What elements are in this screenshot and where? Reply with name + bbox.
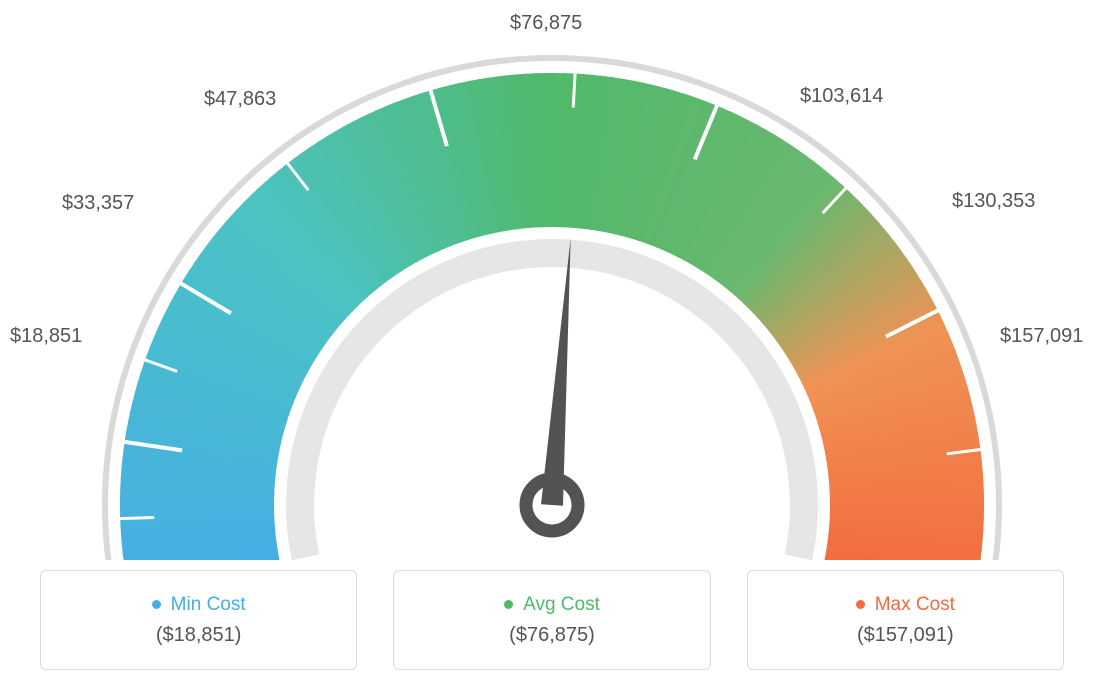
min-dot-icon (152, 600, 161, 609)
gauge-svg (0, 0, 1104, 560)
gauge-tick-label: $103,614 (800, 85, 883, 108)
cost-gauge-chart: $18,851 $33,357 $47,863 $76,875 $103,614 $130… (0, 0, 1104, 690)
gauge-area: $18,851 $33,357 $47,863 $76,875 $103,614 $130… (0, 0, 1104, 560)
avg-cost-value: ($76,875) (509, 624, 595, 647)
min-cost-title-text: Min Cost (171, 594, 246, 616)
max-cost-card: Max Cost ($157,091) (747, 570, 1064, 670)
avg-cost-title: Avg Cost (504, 594, 600, 616)
max-cost-title-text: Max Cost (875, 594, 955, 616)
avg-dot-icon (504, 600, 513, 609)
needle (541, 238, 571, 506)
gauge-tick-label: $157,091 (1000, 325, 1083, 348)
max-cost-value: ($157,091) (857, 624, 954, 647)
max-cost-title: Max Cost (856, 594, 955, 616)
avg-cost-card: Avg Cost ($76,875) (393, 570, 710, 670)
min-cost-card: Min Cost ($18,851) (40, 570, 357, 670)
min-cost-title: Min Cost (152, 594, 246, 616)
min-cost-value: ($18,851) (156, 624, 242, 647)
max-dot-icon (856, 600, 865, 609)
avg-cost-title-text: Avg Cost (523, 594, 600, 616)
gauge-tick-label: $18,851 (10, 325, 82, 348)
gauge-tick-label: $33,357 (62, 192, 134, 215)
summary-cards: Min Cost ($18,851) Avg Cost ($76,875) Ma… (40, 570, 1064, 670)
gauge-tick-label: $47,863 (204, 88, 276, 111)
gauge-tick-label: $76,875 (510, 12, 582, 35)
gauge-tick-label: $130,353 (952, 190, 1035, 213)
